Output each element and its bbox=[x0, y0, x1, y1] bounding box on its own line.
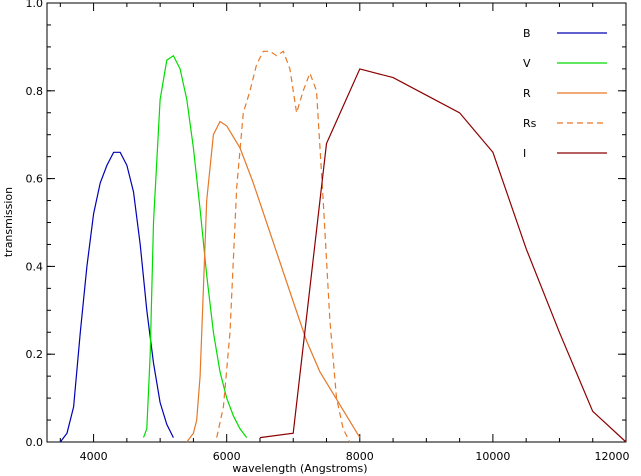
x-tick-label: 12000 bbox=[595, 450, 630, 463]
series-line-i bbox=[259, 68, 627, 443]
legend: B V R Rs I bbox=[523, 27, 607, 160]
x-axis-label: wavelength (Angstroms) bbox=[232, 462, 367, 475]
legend-label-rs: Rs bbox=[523, 117, 537, 130]
y-tick-label: 0.2 bbox=[26, 348, 44, 361]
legend-label-i: I bbox=[523, 147, 526, 160]
legend-label-v: V bbox=[523, 57, 531, 70]
series-line-rs bbox=[216, 50, 351, 443]
legend-label-r: R bbox=[523, 87, 531, 100]
x-axis: 4000 6000 8000 10000 12000 bbox=[59, 3, 630, 463]
series-line-r bbox=[186, 120, 361, 443]
y-tick-label: 0.8 bbox=[26, 85, 44, 98]
y-axis-label: transmission bbox=[2, 187, 15, 257]
y-tick-label: 0.6 bbox=[26, 173, 44, 186]
x-tick-label: 8000 bbox=[346, 450, 374, 463]
y-tick-label: 0.4 bbox=[26, 260, 44, 273]
series-line-b bbox=[59, 151, 174, 443]
plot-frame bbox=[46, 2, 627, 443]
y-axis: 0.0 0.2 0.4 0.6 0.8 1.0 bbox=[26, 0, 626, 449]
x-tick-label: 4000 bbox=[80, 450, 108, 463]
x-tick-label: 6000 bbox=[213, 450, 241, 463]
y-tick-label: 1.0 bbox=[26, 0, 44, 10]
series-lines bbox=[59, 50, 627, 443]
y-tick-label: 0.0 bbox=[26, 436, 44, 449]
series-line-v bbox=[142, 54, 248, 438]
legend-label-b: B bbox=[523, 27, 531, 40]
x-tick-label: 10000 bbox=[475, 450, 510, 463]
